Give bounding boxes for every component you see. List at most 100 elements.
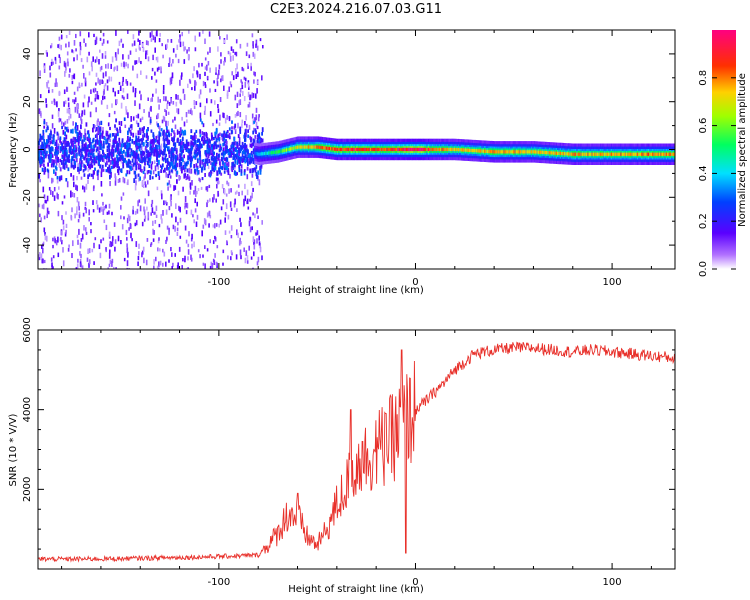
heatmap-noise-cell — [258, 235, 260, 241]
heatmap-noise-cell — [64, 62, 67, 68]
heatmap-ridge-cell — [413, 147, 416, 152]
heatmap-noise-cell — [208, 223, 210, 228]
heatmap-noise-cell — [212, 122, 214, 127]
heatmap-noise-cell — [207, 51, 209, 55]
heatmap-band-cell — [240, 156, 243, 162]
heatmap-band-cell — [43, 125, 46, 129]
heatmap-noise-cell — [96, 120, 99, 127]
heatmap-noise-cell — [108, 231, 111, 238]
heatmap-band-cell — [213, 167, 216, 172]
heatmap-noise-cell — [72, 175, 75, 181]
heatmap-noise-cell — [187, 109, 190, 114]
heatmap-noise-cell — [80, 133, 83, 139]
heatmap-ridge-cell — [471, 148, 474, 153]
heatmap-ridge-cell — [391, 147, 394, 152]
heatmap-noise-cell — [125, 79, 128, 84]
heatmap-ridge-cell — [440, 147, 442, 152]
heatmap-noise-cell — [106, 104, 109, 110]
heatmap-noise-cell — [52, 266, 54, 269]
heatmap-ridge-cell — [668, 152, 671, 156]
heatmap-noise-cell — [206, 98, 208, 104]
heatmap-ridge-cell — [273, 150, 276, 154]
heatmap-band-cell — [142, 157, 144, 161]
heatmap-noise-cell — [73, 40, 76, 46]
heatmap-band-cell — [48, 158, 51, 163]
heatmap-band-cell — [234, 171, 237, 176]
heatmap-band-cell — [45, 129, 48, 133]
heatmap-noise-cell — [93, 33, 95, 38]
heatmap-noise-cell — [100, 239, 102, 244]
heatmap-noise-cell — [179, 37, 181, 42]
heatmap-noise-cell — [102, 127, 104, 131]
heatmap-band-cell — [256, 140, 259, 144]
heatmap-band-cell — [206, 162, 209, 166]
heatmap-band-cell — [205, 151, 207, 155]
heatmap-noise-cell — [81, 113, 83, 117]
heatmap-band-cell — [227, 171, 230, 176]
heatmap-band-cell — [88, 139, 90, 143]
heatmap-ridge-cell — [324, 146, 327, 150]
heatmap-noise-cell — [140, 60, 142, 65]
heatmap-band-cell — [150, 148, 153, 153]
heatmap-noise-cell — [108, 210, 110, 215]
heatmap-noise-cell — [209, 239, 211, 244]
heatmap-ridge-cell — [672, 152, 675, 156]
heatmap-band-cell — [157, 123, 159, 128]
heatmap-band-cell — [194, 153, 197, 158]
heatmap-ridge-cell — [568, 152, 570, 156]
heatmap-noise-cell — [146, 170, 149, 175]
heatmap-noise-cell — [184, 196, 187, 203]
heatmap-band-cell — [189, 151, 192, 157]
heatmap-band-cell — [66, 157, 69, 163]
heatmap-noise-cell — [162, 90, 165, 95]
heatmap-band-cell — [62, 129, 65, 135]
heatmap-ridge-cell — [283, 148, 285, 153]
heatmap-noise-cell — [209, 198, 211, 202]
heatmap-ridge-cell — [580, 152, 582, 156]
heatmap-noise-cell — [135, 220, 138, 226]
heatmap-band-cell — [228, 154, 231, 158]
heatmap-band-cell — [155, 152, 157, 157]
heatmap-band-cell — [230, 166, 233, 171]
heatmap-noise-cell — [207, 61, 210, 66]
heatmap-band-cell — [163, 150, 166, 154]
y-tick-label: -40 — [22, 237, 33, 253]
heatmap-band-cell — [182, 158, 184, 163]
heatmap-noise-cell — [121, 224, 124, 230]
heatmap-band-cell — [75, 153, 78, 159]
heatmap-ridge-cell — [390, 147, 393, 152]
heatmap-ridge-cell — [368, 147, 371, 152]
heatmap-noise-cell — [246, 260, 249, 264]
heatmap-noise-cell — [166, 225, 169, 230]
heatmap-noise-cell — [202, 123, 205, 128]
heatmap-noise-cell — [65, 35, 68, 39]
heatmap-noise-cell — [249, 226, 252, 233]
heatmap-noise-cell — [237, 143, 240, 149]
heatmap-noise-cell — [128, 170, 131, 175]
heatmap-band-cell — [47, 135, 50, 140]
heatmap-noise-cell — [81, 233, 84, 240]
heatmap-band-cell — [142, 134, 144, 139]
heatmap-noise-cell — [252, 212, 254, 216]
heatmap-band-cell — [220, 146, 223, 151]
heatmap-band-cell — [215, 130, 218, 135]
heatmap-noise-cell — [196, 214, 199, 220]
heatmap-band-cell — [146, 136, 149, 141]
heatmap-band-cell — [182, 165, 185, 170]
heatmap-noise-cell — [152, 54, 154, 61]
heatmap-noise-cell — [186, 174, 189, 180]
heatmap-noise-cell — [209, 67, 211, 73]
heatmap-noise-cell — [54, 82, 57, 88]
heatmap-band-cell — [52, 140, 54, 145]
heatmap-ridge-cell — [423, 147, 426, 152]
heatmap-noise-cell — [184, 202, 187, 208]
heatmap-band-cell — [252, 138, 255, 143]
heatmap-band-cell — [112, 149, 115, 154]
heatmap-noise-cell — [88, 217, 90, 222]
heatmap-noise-cell — [161, 43, 163, 47]
heatmap-noise-cell — [58, 65, 61, 70]
heatmap-noise-cell — [66, 181, 69, 188]
heatmap-band-cell — [193, 169, 196, 174]
heatmap-noise-cell — [256, 80, 259, 85]
heatmap-noise-cell — [192, 73, 194, 79]
